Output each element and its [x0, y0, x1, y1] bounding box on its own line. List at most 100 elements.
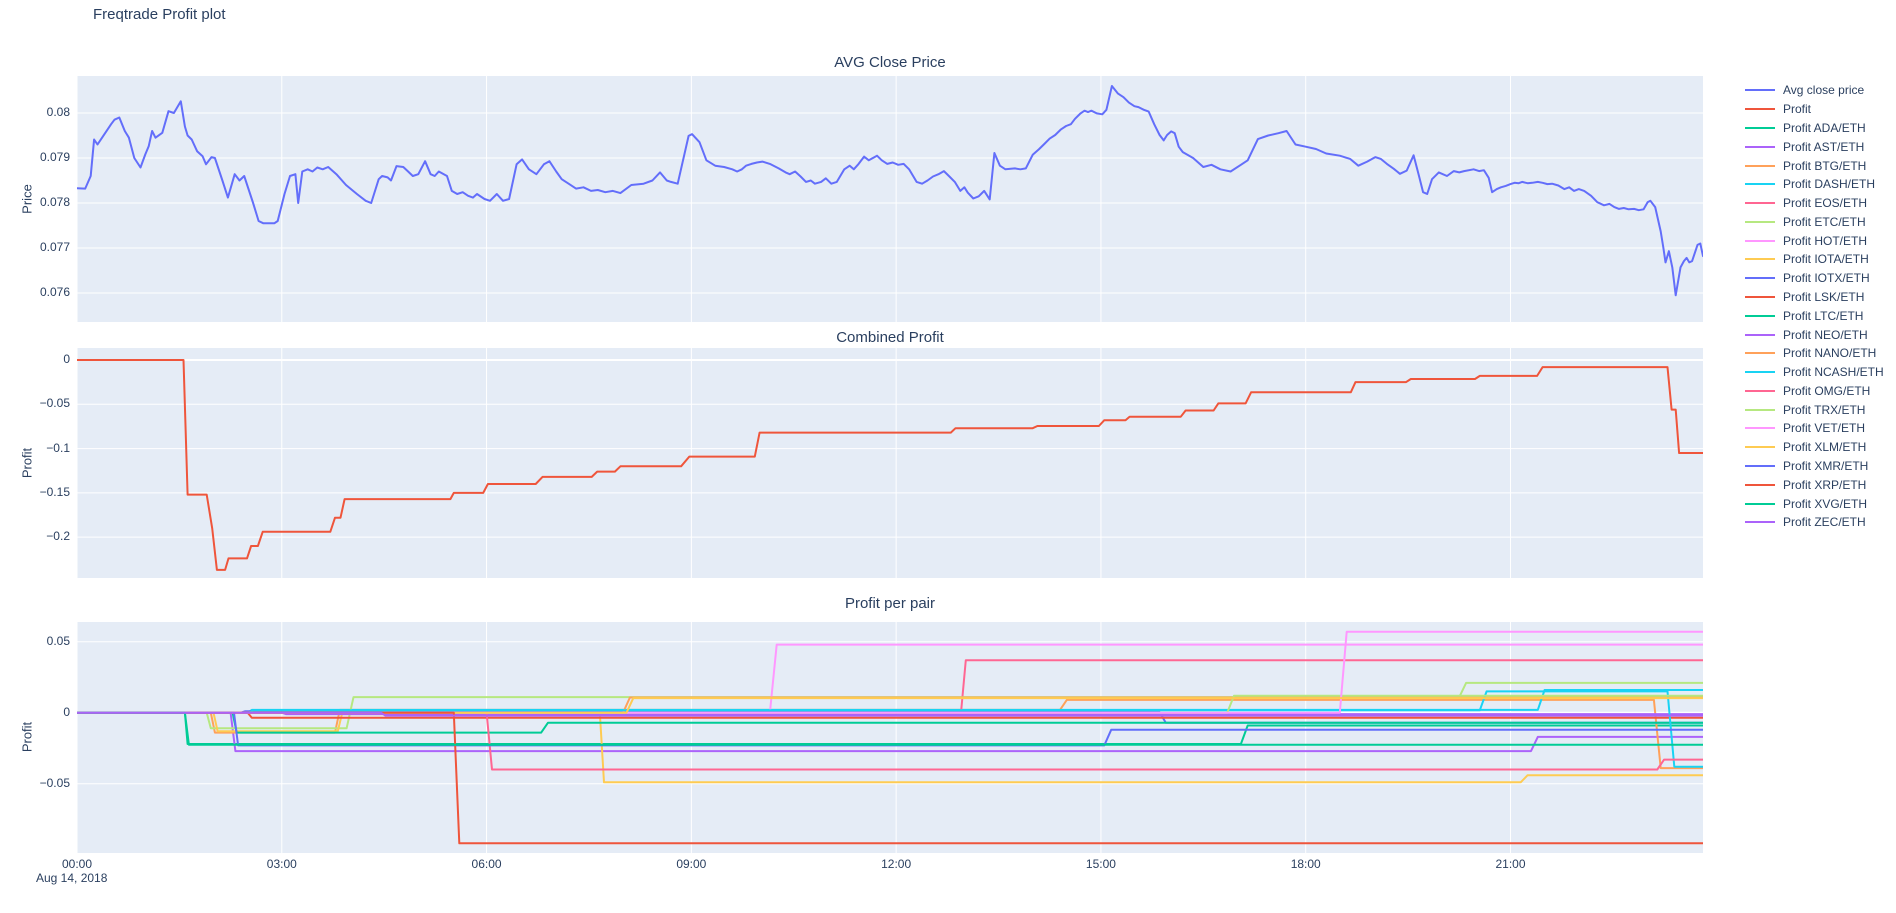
- legend-item-profit-trx-eth[interactable]: Profit TRX/ETH: [1745, 400, 1884, 419]
- legend-item-profit-ncash-eth[interactable]: Profit NCASH/ETH: [1745, 363, 1884, 382]
- legend-item-label: Profit IOTX/ETH: [1783, 271, 1870, 286]
- legend-line-swatch: [1745, 145, 1775, 148]
- x-tick-label: 00:00: [61, 857, 93, 871]
- series-line-profit-vet-eth[interactable]: [77, 630, 1703, 714]
- legend-line-swatch: [1745, 483, 1775, 486]
- legend-line-swatch: [1745, 352, 1775, 355]
- legend-item-profit-lsk-eth[interactable]: Profit LSK/ETH: [1745, 288, 1884, 307]
- legend-line-swatch: [1745, 371, 1775, 374]
- legend-item-profit-nano-eth[interactable]: Profit NANO/ETH: [1745, 344, 1884, 363]
- legend-item-label: Avg close price: [1783, 83, 1865, 98]
- y-tick-label: 0: [63, 351, 70, 366]
- legend-item-label: Profit: [1783, 102, 1812, 117]
- series-line-profit-hot-eth[interactable]: [77, 643, 1703, 714]
- y-tick-label: 0.076: [39, 285, 70, 300]
- y-tick-label: −0.05: [39, 775, 70, 790]
- profit-per-pair-chart[interactable]: [77, 622, 1703, 853]
- legend-line-swatch: [1745, 389, 1775, 392]
- x-tick-label: 06:00: [471, 857, 502, 871]
- legend-item-label: Profit NCASH/ETH: [1783, 365, 1884, 380]
- legend-item-profit-hot-eth[interactable]: Profit HOT/ETH: [1745, 231, 1884, 250]
- series-line-profit[interactable]: [77, 359, 1703, 571]
- legend-item-profit-btg-eth[interactable]: Profit BTG/ETH: [1745, 156, 1884, 175]
- legend-line-swatch: [1745, 202, 1775, 205]
- legend-line-swatch: [1745, 465, 1775, 468]
- y-tick-label: 0.05: [46, 633, 70, 648]
- legend-item-profit-iotx-eth[interactable]: Profit IOTX/ETH: [1745, 269, 1884, 288]
- legend-line-swatch: [1745, 502, 1775, 505]
- legend-item-label: Profit BTG/ETH: [1783, 158, 1867, 173]
- x-tick-label: 15:00: [1085, 857, 1116, 871]
- plot-area-avg-close-price[interactable]: [77, 76, 1703, 322]
- x-tick-label: 21:00: [1495, 857, 1526, 871]
- series-line-avg-close-price[interactable]: [77, 85, 1703, 297]
- combined-profit-chart[interactable]: [77, 348, 1703, 578]
- legend-item-avg-close-price[interactable]: Avg close price: [1745, 81, 1884, 100]
- legend-line-swatch: [1745, 89, 1775, 92]
- legend-item-label: Profit XVG/ETH: [1783, 496, 1868, 511]
- chart-title-combined-profit: Combined Profit: [836, 329, 944, 346]
- y-axis-label-profit-pairs: Profit: [19, 721, 35, 753]
- legend-item-profit-dash-eth[interactable]: Profit DASH/ETH: [1745, 175, 1884, 194]
- legend-item-profit-ast-eth[interactable]: Profit AST/ETH: [1745, 137, 1884, 156]
- legend-item-profit-eos-eth[interactable]: Profit EOS/ETH: [1745, 194, 1884, 213]
- chart-title-avg-close-price: AVG Close Price: [834, 54, 946, 71]
- legend-item-label: Profit ADA/ETH: [1783, 120, 1866, 135]
- legend-item-profit-iota-eth[interactable]: Profit IOTA/ETH: [1745, 250, 1884, 269]
- legend: Avg close price Profit Profit ADA/ETH Profi…: [1745, 81, 1884, 532]
- legend-item-label: Profit NEO/ETH: [1783, 327, 1868, 342]
- legend-item-profit-vet-eth[interactable]: Profit VET/ETH: [1745, 419, 1884, 438]
- legend-item-profit-xvg-eth[interactable]: Profit XVG/ETH: [1745, 494, 1884, 513]
- legend-item-label: Profit HOT/ETH: [1783, 233, 1868, 248]
- y-tick-label: −0.1: [46, 440, 70, 455]
- legend-line-swatch: [1745, 239, 1775, 242]
- plot-area-profit-per-pair[interactable]: [77, 622, 1703, 853]
- legend-line-swatch: [1745, 126, 1775, 129]
- chart-title-profit-per-pair: Profit per pair: [844, 595, 936, 612]
- legend-item-profit-etc-eth[interactable]: Profit ETC/ETH: [1745, 212, 1884, 231]
- x-tick-label: 12:00: [881, 857, 912, 871]
- legend-line-swatch: [1745, 183, 1775, 186]
- legend-item-profit-neo-eth[interactable]: Profit NEO/ETH: [1745, 325, 1884, 344]
- legend-item-profit-xmr-eth[interactable]: Profit XMR/ETH: [1745, 457, 1884, 476]
- series-line-profit-etc-eth[interactable]: [77, 681, 1703, 730]
- legend-item-profit-ltc-eth[interactable]: Profit LTC/ETH: [1745, 306, 1884, 325]
- y-tick-label: 0.078: [39, 195, 70, 209]
- legend-line-swatch: [1745, 258, 1775, 261]
- series-line-profit-eos-eth[interactable]: [77, 659, 1703, 714]
- y-tick-label: −0.2: [46, 529, 70, 544]
- x-tick-label: 18:00: [1290, 857, 1321, 871]
- series-line-profit-dash-eth[interactable]: [77, 689, 1703, 714]
- legend-line-swatch: [1745, 220, 1775, 223]
- legend-item-profit-omg-eth[interactable]: Profit OMG/ETH: [1745, 382, 1884, 401]
- legend-line-swatch: [1745, 164, 1775, 167]
- legend-line-swatch: [1745, 277, 1775, 280]
- y-tick-label: −0.15: [39, 484, 70, 499]
- legend-item-profit-zec-eth[interactable]: Profit ZEC/ETH: [1745, 513, 1884, 532]
- plot-area-combined-profit[interactable]: [77, 348, 1703, 578]
- legend-item-label: Profit IOTA/ETH: [1783, 252, 1869, 267]
- legend-line-swatch: [1745, 108, 1775, 111]
- legend-item-profit-ada-eth[interactable]: Profit ADA/ETH: [1745, 119, 1884, 138]
- legend-item-label: Profit ZEC/ETH: [1783, 515, 1866, 530]
- legend-item-label: Profit LSK/ETH: [1783, 289, 1865, 304]
- y-tick-label: 0.077: [39, 240, 70, 254]
- x-axis-date-label: Aug 14, 2018: [36, 871, 108, 885]
- legend-item-profit[interactable]: Profit: [1745, 100, 1884, 119]
- page-title: Freqtrade Profit plot: [93, 6, 226, 23]
- legend-line-swatch: [1745, 295, 1775, 298]
- legend-item-label: Profit AST/ETH: [1783, 139, 1865, 154]
- legend-item-label: Profit LTC/ETH: [1783, 308, 1864, 323]
- legend-item-profit-xrp-eth[interactable]: Profit XRP/ETH: [1745, 475, 1884, 494]
- y-tick-label: 0: [63, 704, 70, 719]
- avg-close-price-chart[interactable]: [77, 76, 1703, 322]
- series-line-profit-omg-eth[interactable]: [77, 711, 1703, 771]
- legend-item-label: Profit XRP/ETH: [1783, 477, 1867, 492]
- legend-item-label: Profit OMG/ETH: [1783, 383, 1871, 398]
- y-tick-label: −0.05: [39, 396, 70, 411]
- legend-item-profit-xlm-eth[interactable]: Profit XLM/ETH: [1745, 438, 1884, 457]
- series-line-profit-zec-eth[interactable]: [77, 711, 1703, 717]
- legend-item-label: Profit TRX/ETH: [1783, 402, 1866, 417]
- legend-item-label: Profit XMR/ETH: [1783, 459, 1869, 474]
